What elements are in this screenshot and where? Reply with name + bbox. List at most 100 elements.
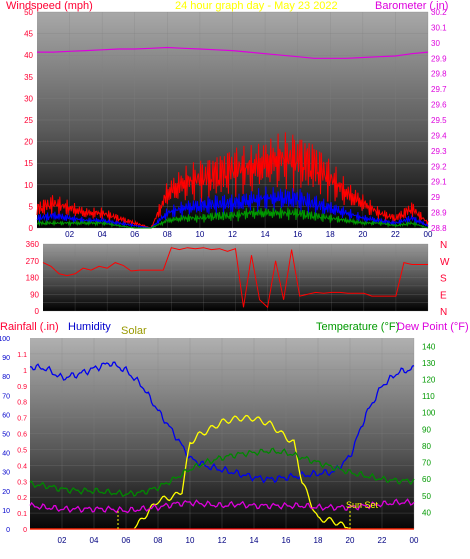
humidity-tick-label-4: 40 — [2, 451, 10, 458]
wind-x-tick-label-5: 12 — [228, 230, 237, 239]
barometer-tick-label-8: 29.6 — [431, 101, 447, 110]
rainfall-axis-title: Rainfall (.in) — [0, 321, 59, 333]
barometer-tick-label-0: 28.8 — [431, 224, 447, 233]
temp-tick-label-3: 70 — [422, 459, 431, 468]
barometer-tick-label-12: 30 — [431, 39, 440, 48]
temp-tick-label-1: 50 — [422, 492, 431, 501]
barometer-tick-label-2: 29 — [431, 193, 440, 202]
direction-tick-label-0: 0 — [35, 307, 40, 316]
sunset-annotation: Sun Set — [346, 500, 379, 510]
rain-tick-label-6: 0.6 — [17, 432, 27, 439]
rain-tick-label-3: 0.3 — [17, 479, 27, 486]
wind-tick-label-6: 30 — [24, 94, 33, 103]
temp-x-tick-label-1: 04 — [90, 536, 99, 545]
wind-tick-label-1: 5 — [29, 202, 34, 211]
chart-title: 24 hour graph day - May 23 2022 — [175, 0, 338, 12]
temp-x-tick-label-10: 22 — [378, 536, 387, 545]
compass-label-0: N — [440, 307, 447, 318]
wind-series-group — [36, 46, 429, 229]
temp-x-tick-label-7: 16 — [282, 536, 291, 545]
temp-tick-label-2: 60 — [422, 475, 431, 484]
temp-tick-label-7: 110 — [422, 392, 435, 401]
direction-tick-label-4: 180 — [26, 274, 40, 283]
windspeed-axis-title: Windspeed (mph) — [6, 0, 93, 12]
wind-x-tick-label-9: 20 — [358, 230, 367, 239]
temp-x-tick-label-4: 10 — [186, 536, 195, 545]
wind-tick-label-4: 20 — [24, 138, 33, 147]
rain-tick-label-9: 0.9 — [17, 384, 27, 391]
wind-x-tick-label-11: 00 — [424, 230, 433, 239]
temp-tick-label-10: 140 — [422, 342, 436, 351]
wind-direction-trace — [42, 247, 428, 309]
barometer-tick-label-3: 29.1 — [431, 178, 447, 187]
humidity-tick-label-6: 60 — [2, 412, 10, 419]
temp-tick-label-6: 100 — [422, 409, 436, 418]
wind-x-tick-label-1: 04 — [98, 230, 107, 239]
wind-x-tick-label-2: 06 — [130, 230, 139, 239]
direction-series-group — [42, 247, 428, 309]
series-line-humidity — [29, 361, 415, 484]
barometer-tick-label-14: 30.2 — [431, 8, 447, 17]
barometer-tick-label-9: 29.7 — [431, 85, 447, 94]
rain-tick-label-0: 0 — [23, 527, 27, 534]
barometer-tick-label-11: 29.9 — [431, 54, 447, 63]
barometer-tick-label-6: 29.4 — [431, 131, 447, 140]
compass-label-2: S — [440, 274, 447, 285]
temperature-panel-grid — [30, 338, 415, 530]
direction-tick-label-8: 360 — [26, 240, 40, 249]
rain-tick-label-5: 0.5 — [17, 447, 27, 454]
compass-label-4: N — [440, 240, 447, 251]
direction-tick-label-6: 270 — [26, 257, 40, 266]
temperature-series-group — [29, 361, 415, 530]
rain-tick-label-11: 1.1 — [17, 352, 27, 359]
temp-tick-label-8: 120 — [422, 376, 436, 385]
temp-x-tick-label-2: 06 — [122, 536, 131, 545]
wind-x-tick-label-6: 14 — [261, 230, 270, 239]
wind-x-tick-label-8: 18 — [326, 230, 335, 239]
temp-x-tick-label-9: 20 — [346, 536, 355, 545]
wind-tick-label-5: 25 — [24, 116, 33, 125]
temp-tick-label-5: 90 — [422, 425, 431, 434]
humidity-tick-label-3: 30 — [2, 470, 10, 477]
temp-tick-label-0: 40 — [422, 508, 431, 517]
wind-tick-label-0: 0 — [29, 224, 34, 233]
barometer-axis-title: Barometer (.in) — [375, 0, 448, 12]
barometer-tick-label-1: 28.9 — [431, 209, 447, 218]
temperature-axis-title: Temperature (°F) — [316, 321, 399, 333]
rain-tick-label-7: 0.7 — [17, 416, 27, 423]
humidity-tick-label-2: 20 — [2, 489, 10, 496]
temp-tick-label-9: 130 — [422, 359, 436, 368]
temp-x-tick-label-8: 18 — [314, 536, 323, 545]
wind-tick-label-10: 50 — [24, 8, 33, 17]
wind-tick-label-9: 45 — [24, 30, 33, 39]
humidity-tick-label-8: 80 — [2, 374, 10, 381]
barometer-tick-label-5: 29.3 — [431, 147, 447, 156]
wind-gust-line — [36, 132, 429, 229]
wind-tick-label-2: 10 — [24, 181, 33, 190]
temp-x-tick-label-11: 00 — [410, 536, 419, 545]
rain-tick-label-8: 0.8 — [17, 400, 27, 407]
humidity-tick-label-5: 50 — [2, 432, 10, 439]
wind-x-tick-label-0: 02 — [65, 230, 74, 239]
wind-x-tick-label-3: 08 — [163, 230, 172, 239]
rain-tick-label-4: 0.4 — [17, 463, 27, 470]
wind-x-tick-label-4: 10 — [195, 230, 204, 239]
barometer-tick-label-13: 30.1 — [431, 23, 447, 32]
temp-x-tick-label-3: 08 — [154, 536, 163, 545]
humidity-tick-label-0: 0 — [6, 527, 10, 534]
dewpoint-axis-title: Dew Point (°F) — [397, 321, 469, 333]
axis-ticks-group: 0510152025303540455028.828.92929.129.229… — [0, 8, 450, 545]
compass-label-1: E — [440, 290, 447, 301]
wind-tick-label-7: 35 — [24, 73, 33, 82]
barometer-tick-label-4: 29.2 — [431, 162, 447, 171]
wind-tick-label-8: 40 — [24, 51, 33, 60]
wind-base-line — [36, 207, 429, 229]
wind-x-tick-label-10: 22 — [391, 230, 400, 239]
barometer-tick-label-7: 29.5 — [431, 116, 447, 125]
temp-x-tick-label-6: 14 — [250, 536, 259, 545]
compass-label-3: W — [440, 257, 450, 268]
rain-tick-label-1: 0.1 — [17, 511, 27, 518]
rain-tick-label-2: 0.2 — [17, 495, 27, 502]
